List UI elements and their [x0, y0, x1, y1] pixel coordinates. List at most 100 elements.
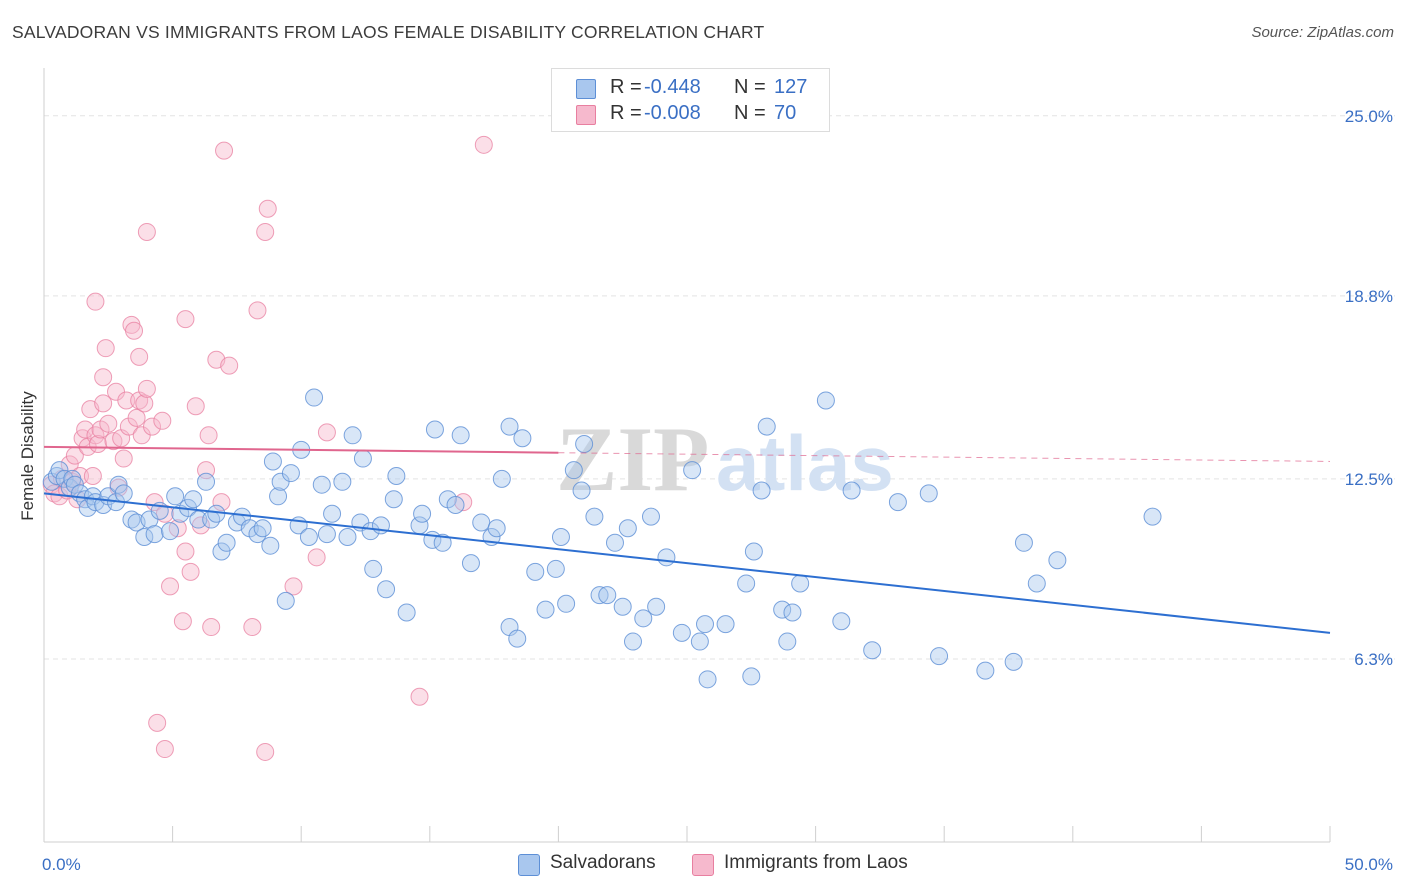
- salvadoran-point: [976, 661, 995, 680]
- laos-point: [474, 135, 493, 154]
- salvadoran-point: [248, 525, 267, 544]
- trend-lines: [43, 445, 1331, 634]
- y-tick-label: 6.3%: [1354, 650, 1393, 669]
- bottom-legend-label: Immigrants from Laos: [724, 852, 908, 873]
- salvadoran-point: [377, 580, 396, 599]
- salvadoran-point: [598, 586, 617, 605]
- salvadoran-point: [526, 562, 545, 581]
- salvadoran-point: [384, 490, 403, 509]
- laos-point: [173, 612, 192, 631]
- laos-point: [212, 493, 231, 512]
- laos-point: [96, 339, 115, 358]
- legend-swatch-blue: [576, 79, 596, 99]
- laos-point: [94, 394, 113, 413]
- laos-point: [256, 742, 275, 761]
- legend-n-label: N =: [734, 102, 766, 124]
- salvadoran-point: [413, 504, 432, 523]
- laos-point: [248, 301, 267, 320]
- salvadoran-point: [217, 533, 236, 552]
- salvadoran-point: [109, 475, 128, 494]
- watermark-zip: ZIP: [556, 408, 709, 510]
- salvadoran-point: [253, 519, 272, 538]
- salvadoran-point: [135, 527, 154, 546]
- salvadoran-point: [161, 522, 180, 541]
- laos-point: [83, 466, 102, 485]
- salvadoran-point: [657, 548, 676, 567]
- laos-point: [125, 321, 144, 340]
- watermark-atlas: atlas: [716, 419, 894, 507]
- laos-point: [137, 222, 156, 241]
- legend-r-value: -0.008: [644, 102, 701, 124]
- correlation-legend: R = -0.448 N = 127 R = -0.008 N = 70: [551, 68, 830, 132]
- salvadoran-point: [757, 417, 776, 436]
- salvadoran-point: [742, 667, 761, 686]
- legend-r-value: -0.448: [644, 76, 701, 98]
- salvadoran-point: [783, 603, 802, 622]
- salvadoran-point: [791, 574, 810, 593]
- legend-r-label: R =: [610, 76, 642, 98]
- salvadoran-point: [919, 484, 938, 503]
- laos-point: [176, 310, 195, 329]
- salvadoran-point: [425, 420, 444, 439]
- x-tick-label-max: 50.0%: [1345, 855, 1393, 874]
- laos-point: [155, 740, 174, 759]
- salvadoran-point: [323, 504, 342, 523]
- laos-point: [99, 414, 118, 433]
- y-tick-label: 12.5%: [1345, 470, 1393, 489]
- salvadoran-point: [557, 594, 576, 613]
- salvadoran-point: [343, 426, 362, 445]
- salvadoran-point: [508, 629, 527, 648]
- salvadoran-point: [773, 600, 792, 619]
- salvadoran-point: [683, 461, 702, 480]
- salvadoran-point: [1048, 551, 1067, 570]
- watermark: ZIP atlas: [556, 408, 894, 510]
- salvadoran-point: [1027, 574, 1046, 593]
- laos-point: [153, 411, 172, 430]
- laos-point: [258, 199, 277, 218]
- salvadoran-point: [778, 632, 797, 651]
- salvadoran-point: [605, 533, 624, 552]
- salvadoran-point: [863, 641, 882, 660]
- laos-point: [243, 618, 262, 637]
- salvadoran-point: [333, 472, 352, 491]
- salvadoran-point: [698, 670, 717, 689]
- laos-trend-line: [43, 445, 559, 454]
- laos-point: [176, 542, 195, 561]
- salvadoran-point: [492, 469, 511, 488]
- salvadoran-point: [197, 472, 216, 491]
- salvadoran-point: [55, 469, 74, 488]
- x-tick-label-min: 0.0%: [42, 855, 81, 874]
- bottom-legend-swatch-blue: [518, 854, 540, 876]
- axes: [43, 68, 1331, 843]
- salvadoran-point: [281, 464, 300, 483]
- laos-point: [135, 394, 154, 413]
- salvadoran-point: [166, 487, 185, 506]
- salvadoran-point: [269, 487, 288, 506]
- laos-point: [117, 391, 136, 410]
- laos-point: [307, 548, 326, 567]
- salvadoran-point: [737, 574, 756, 593]
- salvadoran-point: [145, 525, 164, 544]
- legend-n-label: N =: [734, 76, 766, 98]
- salvadoran-point: [446, 496, 465, 515]
- salvadoran-point: [546, 559, 565, 578]
- salvadoran-point: [261, 536, 280, 555]
- laos-point: [161, 577, 180, 596]
- salvadoran-point: [65, 475, 84, 494]
- salvadoran-point: [184, 490, 203, 509]
- salvadoran-point: [585, 507, 604, 526]
- laos-point: [130, 347, 149, 366]
- laos-point: [410, 687, 429, 706]
- salvadoran-point: [317, 525, 336, 544]
- laos-point: [181, 562, 200, 581]
- salvadoran-point: [299, 527, 318, 546]
- legend-swatch-pink: [576, 105, 596, 125]
- salvadoran-point: [312, 475, 331, 494]
- salvadoran-point: [634, 609, 653, 628]
- salvadoran-point: [716, 615, 735, 634]
- laos-point: [137, 379, 156, 398]
- salvadoran-point: [114, 484, 133, 503]
- y-tick-label: 18.8%: [1345, 287, 1393, 306]
- salvadoran-point: [564, 461, 583, 480]
